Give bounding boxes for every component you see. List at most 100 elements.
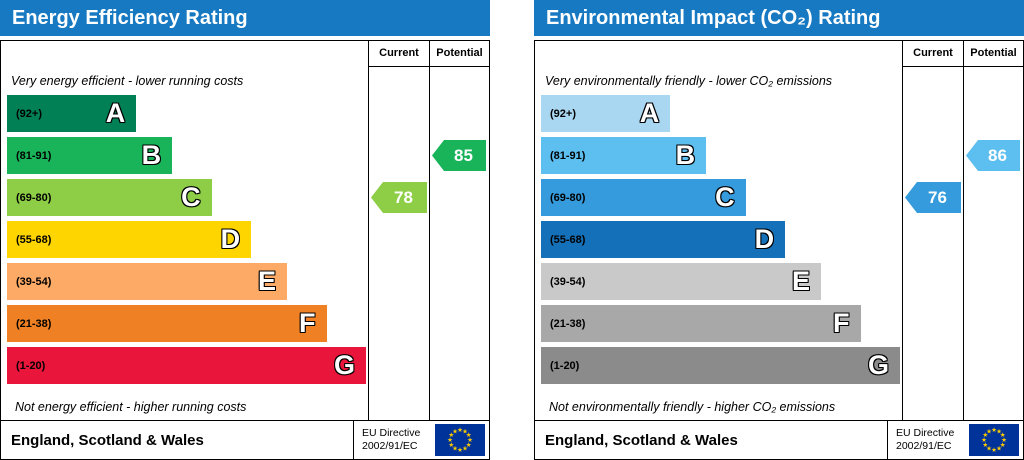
bands-area: Very environmentally friendly - lower CO… [541, 67, 900, 389]
band-row: (39-54) E [541, 263, 900, 300]
band-row: (81-91) B [7, 137, 366, 174]
svg-text:★: ★ [466, 431, 472, 439]
band-row: (69-80) C [7, 179, 366, 216]
band-g: (1-20) G [7, 347, 366, 384]
svg-text:★: ★ [466, 441, 472, 449]
environmental-title-bar: Environmental Impact (CO₂) Rating [534, 0, 1024, 36]
svg-text:★: ★ [457, 446, 463, 454]
eu-flag-icon: ★ ★ ★ ★ ★ ★ ★ ★ ★ ★ ★ ★ [435, 424, 485, 456]
bands-area: Very energy efficient - lower running co… [7, 67, 366, 389]
bottom-note: Not energy efficient - higher running co… [15, 400, 247, 414]
band-a: (92+) A [541, 95, 671, 132]
potential-rating-arrow: 86 [966, 140, 1020, 171]
band-c: (69-80) C [7, 179, 212, 216]
band-letter: E [258, 266, 277, 296]
band-b: (81-91) B [7, 137, 173, 174]
svg-text:★: ★ [447, 436, 453, 444]
band-range: (21-38) [550, 317, 586, 330]
svg-text:★: ★ [467, 436, 473, 444]
band-row: (69-80) C [541, 179, 900, 216]
energy-title-bar: Energy Efficiency Rating [0, 0, 490, 36]
band-letter: G [333, 350, 355, 380]
band-c: (69-80) C [541, 179, 746, 216]
current-column-header: Current [903, 41, 963, 67]
chart-footer: England, Scotland & Wales EU Directive 2… [0, 420, 490, 460]
potential-column: Potential [429, 41, 489, 420]
svg-text:★: ★ [996, 445, 1002, 453]
band-letter: A [639, 98, 660, 128]
energy-rating-chart: Current Potential Very energy efficient … [0, 40, 490, 420]
svg-text:★: ★ [991, 446, 997, 454]
current-rating-value: 78 [394, 187, 413, 207]
band-letter: E [792, 266, 811, 296]
band-range: (39-54) [16, 275, 52, 288]
current-column: Current [368, 41, 429, 420]
band-letter: D [220, 224, 241, 254]
eu-flag-icon: ★ ★ ★ ★ ★ ★ ★ ★ ★ ★ ★ ★ [969, 424, 1019, 456]
band-letter: F [299, 308, 316, 338]
eu-directive-line2: 2002/91/EC [896, 440, 952, 452]
band-letter: B [141, 140, 162, 170]
svg-text:★: ★ [991, 426, 997, 434]
svg-text:★: ★ [457, 426, 463, 434]
band-letter: C [715, 182, 735, 212]
current-rating-value: 76 [928, 187, 947, 207]
band-row: (1-20) G [541, 347, 900, 384]
svg-text:★: ★ [981, 436, 987, 444]
region-label: England, Scotland & Wales [545, 431, 738, 449]
eu-directive-label: EU Directive 2002/91/EC [353, 421, 435, 459]
band-a: (92+) A [7, 95, 137, 132]
band-row: (21-38) F [7, 305, 366, 342]
svg-text:★: ★ [462, 427, 468, 435]
panel-title: Energy Efficiency Rating [12, 7, 248, 29]
band-range: (92+) [550, 107, 576, 120]
eu-directive-line1: EU Directive [362, 426, 421, 439]
svg-text:★: ★ [448, 441, 454, 449]
band-row: (21-38) F [541, 305, 900, 342]
svg-text:★: ★ [982, 441, 988, 449]
environmental-rating-chart: Current Potential Very environmentally f… [534, 40, 1024, 420]
chart-footer: England, Scotland & Wales EU Directive 2… [534, 420, 1024, 460]
region-label: England, Scotland & Wales [11, 431, 204, 449]
band-d: (55-68) D [541, 221, 786, 258]
band-row: (92+) A [7, 95, 366, 132]
bottom-note: Not environmentally friendly - higher CO… [549, 400, 836, 414]
band-range: (92+) [16, 107, 42, 120]
energy-efficiency-panel: Energy Efficiency Rating Current Potenti… [0, 0, 490, 460]
band-range: (1-20) [16, 359, 46, 372]
current-column-header: Current [369, 41, 429, 67]
band-letter: C [181, 182, 201, 212]
band-letter: B [675, 140, 696, 170]
svg-text:★: ★ [452, 427, 458, 435]
band-row: (1-20) G [7, 347, 366, 384]
svg-text:★: ★ [448, 431, 454, 439]
svg-text:★: ★ [452, 445, 458, 453]
band-letter: A [105, 98, 126, 128]
band-row: (39-54) E [7, 263, 366, 300]
top-note: Very energy efficient - lower running co… [11, 74, 244, 88]
eu-directive-line1: EU Directive [896, 426, 955, 439]
svg-text:★: ★ [986, 445, 992, 453]
band-row: (92+) A [541, 95, 900, 132]
svg-text:★: ★ [996, 427, 1002, 435]
band-range: (55-68) [16, 233, 52, 246]
band-range: (1-20) [550, 359, 580, 372]
svg-text:★: ★ [986, 427, 992, 435]
potential-column-header: Potential [964, 41, 1023, 67]
svg-text:★: ★ [1000, 431, 1006, 439]
band-range: (81-91) [16, 149, 52, 162]
current-rating-arrow: 78 [371, 182, 427, 213]
eu-directive-line2: 2002/91/EC [362, 440, 418, 452]
panel-title: Environmental Impact (CO₂) Rating [546, 7, 881, 29]
environmental-impact-panel: Environmental Impact (CO₂) Rating Curren… [534, 0, 1024, 460]
band-letter: G [867, 350, 889, 380]
current-rating-arrow: 76 [905, 182, 961, 213]
band-row: (81-91) B [541, 137, 900, 174]
band-letter: F [833, 308, 850, 338]
potential-rating-arrow: 85 [432, 140, 486, 171]
band-letter: D [754, 224, 775, 254]
band-range: (69-80) [16, 191, 52, 204]
band-range: (81-91) [550, 149, 586, 162]
eu-directive-label: EU Directive 2002/91/EC [887, 421, 969, 459]
